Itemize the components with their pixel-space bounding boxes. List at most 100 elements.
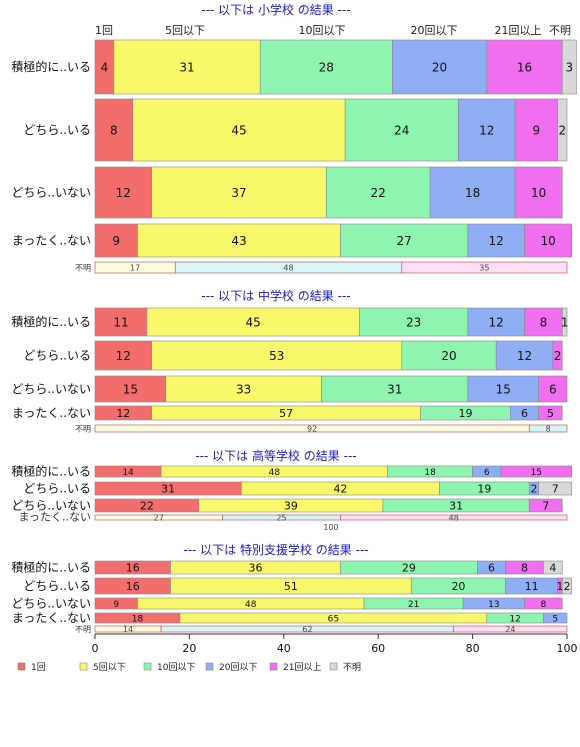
row-label: 積極的に..いる <box>11 314 91 329</box>
bar-segment <box>151 166 327 219</box>
data-label: 8 <box>540 316 548 330</box>
data-label: 15 <box>531 468 542 478</box>
data-label: 16 <box>126 580 140 593</box>
bar-segment <box>538 481 573 496</box>
data-label: 18 <box>424 468 436 478</box>
data-label: 20 <box>432 61 447 75</box>
unknown-value: 17 <box>130 264 140 273</box>
x-tick-label: 20 <box>182 642 196 655</box>
data-label: 1 <box>556 580 563 593</box>
data-label: 12 <box>479 124 494 138</box>
data-label: 27 <box>397 234 412 248</box>
bar-segment <box>94 307 148 337</box>
data-label: 8 <box>521 562 528 575</box>
header-label-0: 1回 <box>95 24 113 37</box>
bar-segment <box>165 375 322 403</box>
row-label: まったく..ない <box>12 611 91 625</box>
unknown-total: 100 <box>323 523 338 532</box>
data-label: 22 <box>371 186 386 200</box>
row-label: どちら..いる <box>23 482 91 496</box>
bar-segment <box>524 597 563 610</box>
data-label: 18 <box>132 614 144 624</box>
unknown-value: 27 <box>154 514 164 523</box>
bar-segment <box>524 223 573 258</box>
data-label: 20 <box>451 580 465 593</box>
bar-segment <box>561 577 573 595</box>
data-label: 20 <box>441 349 456 363</box>
bar-segment <box>151 340 403 371</box>
bar-segment <box>340 223 469 258</box>
data-label: 12 <box>509 614 520 624</box>
legend-label: 20回以下 <box>219 662 257 673</box>
data-label: 57 <box>279 407 293 420</box>
bar-segment <box>528 498 563 513</box>
header-label-5: 不明 <box>549 24 571 37</box>
unknown-value: 14 <box>123 625 133 634</box>
unknown-label: 不明 <box>75 264 91 273</box>
data-label: 31 <box>387 383 402 397</box>
legend-swatch <box>143 662 152 671</box>
unknown-value: 35 <box>479 264 489 273</box>
bar-segment <box>137 223 341 258</box>
bar-segment <box>132 98 346 162</box>
data-label: 37 <box>231 186 246 200</box>
row-label: どちら..いない <box>11 597 91 611</box>
data-label: 5 <box>547 407 554 420</box>
data-label: 9 <box>532 124 540 138</box>
row-label: 積極的に..いる <box>11 59 91 74</box>
bar-segment <box>514 98 558 162</box>
bar-segment <box>94 98 134 162</box>
data-label: 2 <box>554 349 562 363</box>
data-label: 3 <box>566 61 574 75</box>
panel-title-0: --- 以下は 小学校 の結果 --- <box>201 2 350 17</box>
data-label: 5 <box>552 614 558 624</box>
data-label: 18 <box>465 186 480 200</box>
bar-segment <box>94 340 152 371</box>
data-label: 65 <box>328 614 339 624</box>
bar-segment <box>146 307 360 337</box>
data-label: 10 <box>531 186 546 200</box>
data-label: 22 <box>140 500 154 513</box>
data-label: 28 <box>319 61 334 75</box>
row-label: どちら..いない <box>11 382 91 396</box>
data-label: 43 <box>231 234 246 248</box>
data-label: 23 <box>406 316 421 330</box>
unknown-label: 不明 <box>75 425 91 434</box>
data-label: 19 <box>477 483 491 496</box>
data-label: 42 <box>333 483 347 496</box>
bar-segment <box>94 166 152 219</box>
unknown-segment <box>453 625 568 633</box>
unknown-value: 62 <box>302 625 312 634</box>
header-label-1: 5回以下 <box>165 24 205 37</box>
unknown-value: 8 <box>546 425 551 434</box>
bar-segment <box>344 98 459 162</box>
bar-segment <box>486 39 563 95</box>
panel-title-1: --- 以下は 中学校 の結果 --- <box>201 288 350 303</box>
data-label: 53 <box>269 349 284 363</box>
data-label: 14 <box>122 468 134 478</box>
data-label: 12 <box>517 349 532 363</box>
data-label: 2 <box>530 483 537 496</box>
data-label: 10 <box>540 234 555 248</box>
row-label: どちら..いない <box>11 186 91 200</box>
bar-segment <box>561 307 568 337</box>
bar-segment <box>429 166 516 219</box>
x-tick-label: 60 <box>371 642 385 655</box>
bar-segment <box>392 39 488 95</box>
legend-label: 不明 <box>343 662 361 673</box>
data-label: 36 <box>248 562 262 575</box>
data-label: 2 <box>564 580 571 593</box>
data-label: 45 <box>231 124 246 138</box>
bar-segment <box>538 405 563 421</box>
bar-segment <box>557 98 568 162</box>
data-label: 12 <box>116 349 131 363</box>
unknown-value: 48 <box>283 264 293 273</box>
x-tick-label: 40 <box>277 642 291 655</box>
data-label: 12 <box>489 234 504 248</box>
unknown-value: 24 <box>505 625 515 634</box>
data-label: 19 <box>459 407 473 420</box>
data-label: 33 <box>236 383 251 397</box>
data-label: 8 <box>110 124 118 138</box>
data-label: 6 <box>488 562 495 575</box>
data-label: 4 <box>101 61 109 75</box>
